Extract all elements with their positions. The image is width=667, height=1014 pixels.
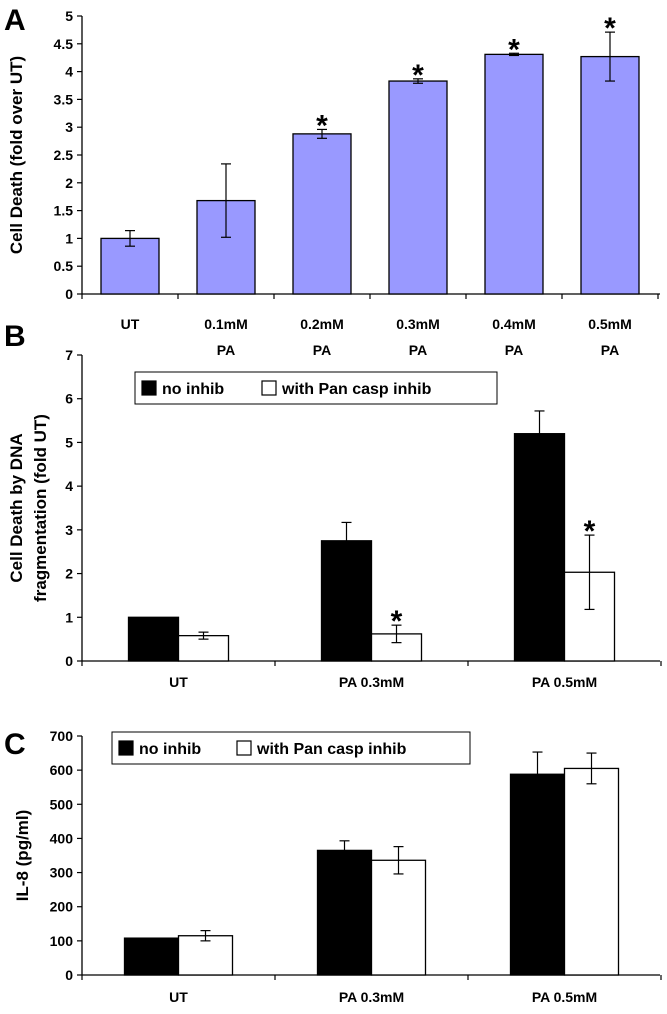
significance-marker: * (604, 12, 616, 45)
y-tick-label: 4 (65, 64, 73, 80)
bar (513, 433, 566, 662)
y-tick-label: 1 (65, 609, 73, 625)
y-axis-label-line: fragmentation (fold UT) (31, 414, 50, 602)
bar (127, 616, 180, 662)
bar (563, 767, 620, 976)
y-tick-label: 3.5 (54, 91, 74, 107)
x-tick-label: 0.4mM (492, 316, 536, 332)
y-tick-label: 2 (65, 175, 73, 191)
panel-a: A 0 0.5 1 1.5 2 2.5 3 3.5 4 4.5 5 UT 0.1mM PA 0.2mM PA 0.… (4, 4, 660, 358)
y-axis-label-line: Cell Death by DNA (7, 433, 26, 582)
y-tick-label: 1.5 (54, 203, 74, 219)
y-tick-label: 5 (65, 8, 73, 24)
bar (388, 80, 448, 295)
legend-box (111, 731, 471, 765)
bar (370, 859, 427, 976)
bar (177, 935, 234, 976)
y-axis-label: Cell Death by DNA fragmentation (fold UT) (7, 414, 50, 602)
bar (123, 937, 180, 976)
x-tick-label: UT (169, 674, 188, 690)
y-tick-label: 4 (65, 478, 73, 494)
significance-marker: * (412, 59, 424, 92)
bar (509, 773, 566, 976)
bar (484, 53, 544, 295)
legend-label: with Pan casp inhib (256, 741, 407, 758)
legend: no inhib with Pan casp inhib (111, 731, 471, 765)
legend: no inhib with Pan casp inhib (134, 371, 498, 405)
y-tick-label: 1 (65, 230, 73, 246)
x-tick-label: PA 0.5mM (532, 674, 597, 690)
x-tick-label: PA (505, 342, 523, 358)
x-tick-label: UT (169, 989, 188, 1005)
significance-marker: * (316, 109, 328, 142)
x-tick-label: 0.5mM (588, 316, 632, 332)
x-tick-label: PA (601, 342, 619, 358)
y-tick-label: 3 (65, 119, 73, 135)
significance-marker: * (391, 605, 403, 638)
y-tick-label: 0.5 (54, 258, 74, 274)
panel-letter: B (4, 320, 26, 353)
panel-b: B 0 1 2 3 4 5 6 7 UT PA 0.3mM PA 0.5mM * * Cell Death … (4, 320, 662, 690)
y-tick-label: 0 (65, 286, 73, 302)
x-tick-label: PA 0.3mM (339, 989, 404, 1005)
y-tick-label: 100 (50, 933, 74, 949)
y-tick-label: 3 (65, 522, 73, 538)
x-tick-label: UT (121, 316, 140, 332)
y-tick-label: 300 (50, 865, 74, 881)
bar (100, 237, 160, 295)
y-tick-label: 0 (65, 653, 73, 669)
legend-swatch (141, 380, 157, 396)
y-tick-label: 4.5 (54, 36, 74, 52)
y-tick-label: 6 (65, 391, 73, 407)
y-tick-label: 700 (50, 728, 74, 744)
y-tick-label: 2.5 (54, 147, 74, 163)
bar (316, 849, 373, 976)
y-axis-label: IL-8 (pg/ml) (13, 810, 32, 902)
y-tick-label: 600 (50, 762, 74, 778)
legend-label: with Pan casp inhib (281, 381, 432, 398)
bar (320, 540, 373, 662)
x-tick-label: 0.2mM (300, 316, 344, 332)
y-tick-label: 400 (50, 830, 74, 846)
x-tick-label: PA 0.5mM (532, 989, 597, 1005)
y-tick-label: 500 (50, 796, 74, 812)
y-tick-label: 200 (50, 899, 74, 915)
y-tick-label: 5 (65, 434, 73, 450)
significance-marker: * (584, 515, 596, 548)
x-tick-label: 0.3mM (396, 316, 440, 332)
panel-letter: C (4, 728, 26, 761)
x-tick-label: 0.1mM (204, 316, 248, 332)
y-axis-label: Cell Death (fold over UT) (7, 56, 26, 254)
bar (177, 634, 230, 662)
legend-label: no inhib (162, 381, 224, 398)
y-tick-label: 2 (65, 566, 73, 582)
y-tick-label: 7 (65, 347, 73, 363)
legend-label: no inhib (139, 741, 201, 758)
legend-swatch (118, 740, 134, 756)
y-tick-label: 0 (65, 967, 73, 983)
significance-marker: * (508, 33, 520, 66)
x-tick-label: PA 0.3mM (339, 674, 404, 690)
legend-swatch (261, 380, 277, 396)
legend-box (134, 371, 498, 405)
legend-swatch (236, 740, 252, 756)
panel-letter: A (4, 4, 26, 37)
x-tick-label: PA (313, 342, 331, 358)
x-tick-label: PA (409, 342, 427, 358)
x-tick-label: PA (217, 342, 235, 358)
panel-c: C 0 100 200 300 400 500 600 700 UT PA 0.3mM PA 0.5m… (4, 728, 662, 1005)
bar (580, 55, 640, 295)
bar (292, 133, 352, 295)
